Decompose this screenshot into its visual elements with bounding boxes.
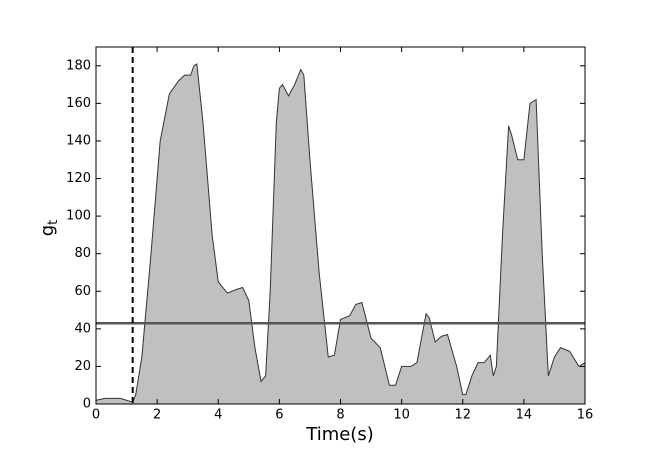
x-tick-label: 14 [516,408,533,423]
area-line [95,63,586,403]
x-tick-label: 4 [214,408,222,423]
x-tick-label: 2 [153,408,161,423]
y-tick-label: 60 [74,284,91,299]
y-tick-label: 100 [66,209,91,224]
x-tick-label: 6 [275,408,283,423]
y-tick-label: 0 [83,397,91,412]
x-tick-label: 16 [577,408,594,423]
y-tick-label: 140 [66,133,91,148]
x-axis-title: Time(s) [305,424,373,445]
y-axis-title: gt [37,220,61,237]
y-tick-label: 80 [74,246,91,261]
y-tick-label: 160 [66,96,91,111]
y-axis-title-main: g [37,225,58,236]
y-tick-label: 180 [66,58,91,73]
y-tick-label: 120 [66,171,91,186]
x-tick-label: 8 [336,408,344,423]
x-tick-label: 0 [92,408,100,423]
y-axis-title-sub: t [46,220,61,225]
x-tick-label: 10 [393,408,410,423]
y-tick-label: 40 [74,321,91,336]
x-tick-label: 12 [454,408,471,423]
y-tick-label: 20 [74,359,91,374]
area-fill [96,63,585,405]
